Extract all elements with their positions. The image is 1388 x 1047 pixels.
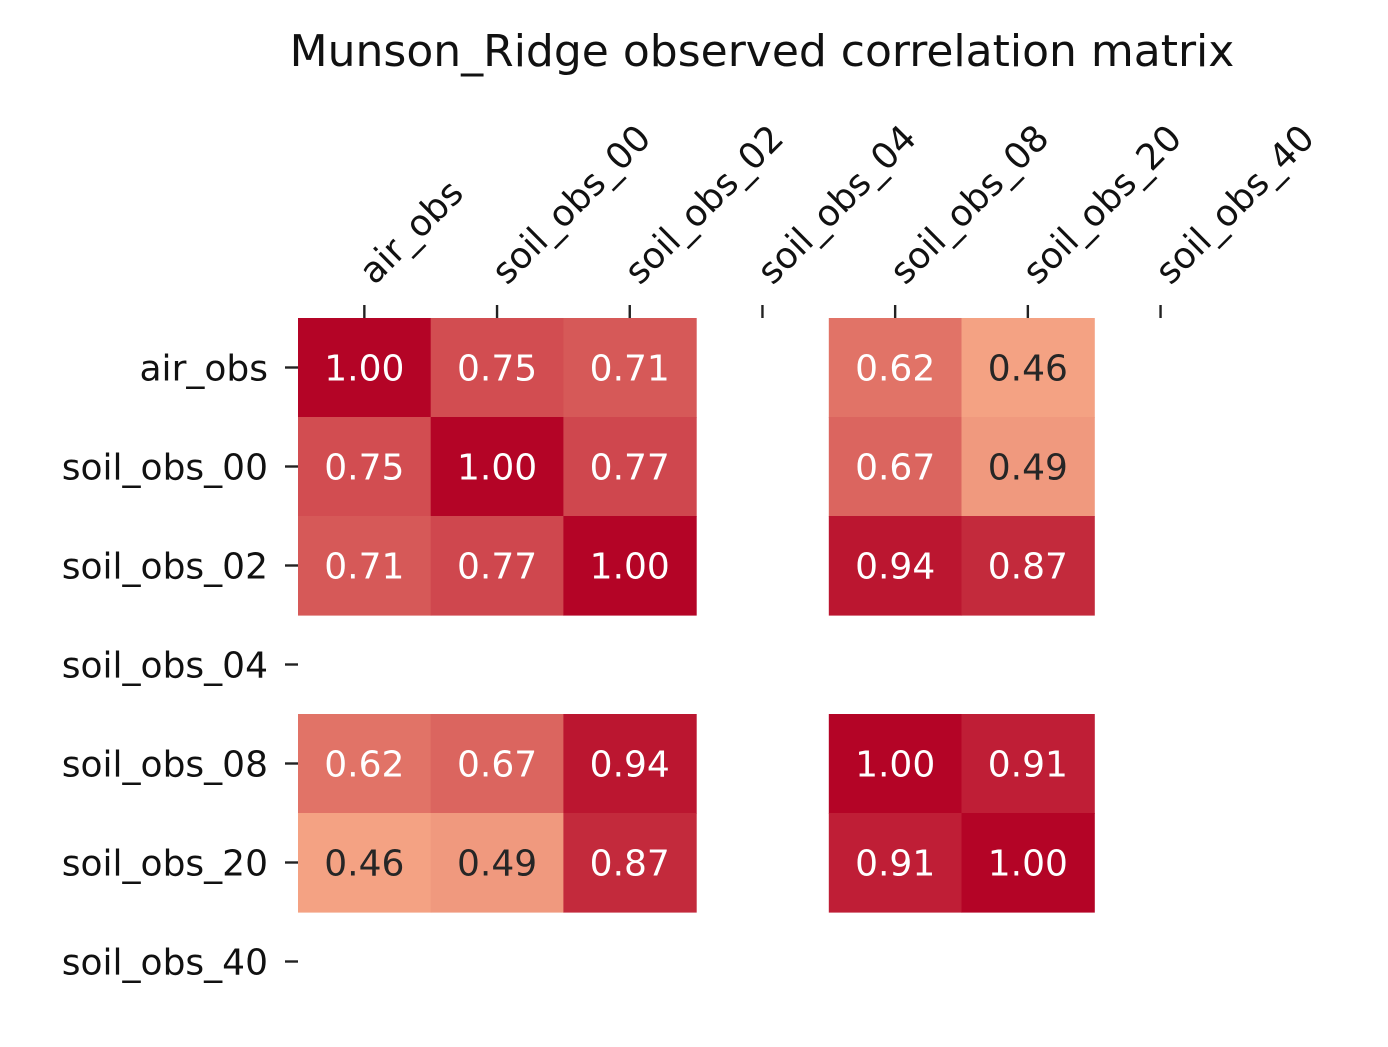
cell-value-label: 0.49 — [988, 448, 1068, 489]
heatmap-cell — [828, 417, 963, 517]
heatmap-cell — [961, 813, 1095, 913]
cell-value-label: 0.46 — [324, 844, 404, 885]
heatmap-cell — [828, 813, 963, 913]
heatmap-cell — [563, 516, 697, 616]
heatmap-cell — [563, 318, 697, 418]
heatmap-cell — [828, 714, 963, 814]
heatmap-cell — [298, 516, 432, 616]
x-tick-label: air_obs — [352, 173, 472, 293]
heatmap-cell — [961, 714, 1095, 814]
cell-value-label: 0.87 — [988, 547, 1068, 588]
cell-value-label: 0.77 — [457, 547, 537, 588]
x-axis: air_obs soil_obs_00soil_obs_02soil_obs_04… — [352, 118, 1323, 318]
heatmap-cell — [563, 813, 697, 913]
cell-value-label: 0.49 — [457, 844, 537, 885]
y-tick-label: soil_obs_00 — [62, 448, 268, 489]
cell-value-label: 1.00 — [988, 844, 1068, 885]
cell-value-label: 0.94 — [855, 547, 935, 588]
cell-value-label: 1.00 — [457, 448, 537, 489]
cell-value-label: 1.00 — [324, 349, 404, 390]
cell-value-label: 0.62 — [324, 745, 404, 786]
cell-value-label: 0.71 — [590, 349, 670, 390]
cell-value-label: 0.71 — [324, 547, 404, 588]
heatmap-cell — [298, 318, 432, 418]
cell-value-label: 1.00 — [590, 547, 670, 588]
heatmap-cell — [961, 516, 1095, 616]
y-tick-label: soil_obs_08 — [62, 745, 268, 786]
cell-value-label: 0.77 — [590, 448, 670, 489]
cell-value-label: 0.62 — [855, 349, 935, 390]
y-tick-label: soil_obs_02 — [62, 547, 268, 588]
y-tick-label: soil_obs_20 — [62, 844, 268, 885]
heatmap-cell — [828, 318, 963, 418]
cell-value-label: 0.87 — [590, 844, 670, 885]
heatmap-cell — [961, 417, 1095, 517]
heatmap-cell — [961, 318, 1095, 418]
heatmap-cell — [430, 516, 564, 616]
heatmap-cell — [298, 417, 432, 517]
cell-value-label: 0.75 — [324, 448, 404, 489]
heatmap-cell — [430, 318, 564, 418]
heatmap-cell — [828, 516, 963, 616]
heatmap-cell — [298, 714, 432, 814]
heatmap-cell — [563, 714, 697, 814]
cell-value-label: 0.46 — [988, 349, 1068, 390]
heatmap-cell — [563, 417, 697, 517]
cell-value-label: 0.67 — [457, 745, 537, 786]
cell-value-label: 0.67 — [855, 448, 935, 489]
heatmap-cell — [430, 813, 564, 913]
heatmap-cells: 1.00 0.75 0.71 0.62 0.46 0.75 1.00 0.77 0.67 0.49… — [298, 318, 1095, 913]
chart-title: Munson_Ridge observed correlation matrix — [290, 26, 1235, 77]
cell-value-label: 0.75 — [457, 349, 537, 390]
y-tick-label: soil_obs_04 — [62, 646, 268, 687]
cell-value-label: 0.94 — [590, 745, 670, 786]
cell-value-label: 0.91 — [855, 844, 935, 885]
heatmap-cell — [430, 714, 564, 814]
cell-value-label: 0.91 — [988, 745, 1068, 786]
heatmap-cell — [430, 417, 564, 517]
y-tick-label: air_obs — [140, 349, 269, 390]
y-axis: air_obs soil_obs_00 soil_obs_02 soil_obs_04… — [62, 349, 298, 984]
cell-value-label: 1.00 — [855, 745, 935, 786]
heatmap-cell — [298, 813, 432, 913]
y-tick-label: soil_obs_40 — [62, 943, 268, 984]
